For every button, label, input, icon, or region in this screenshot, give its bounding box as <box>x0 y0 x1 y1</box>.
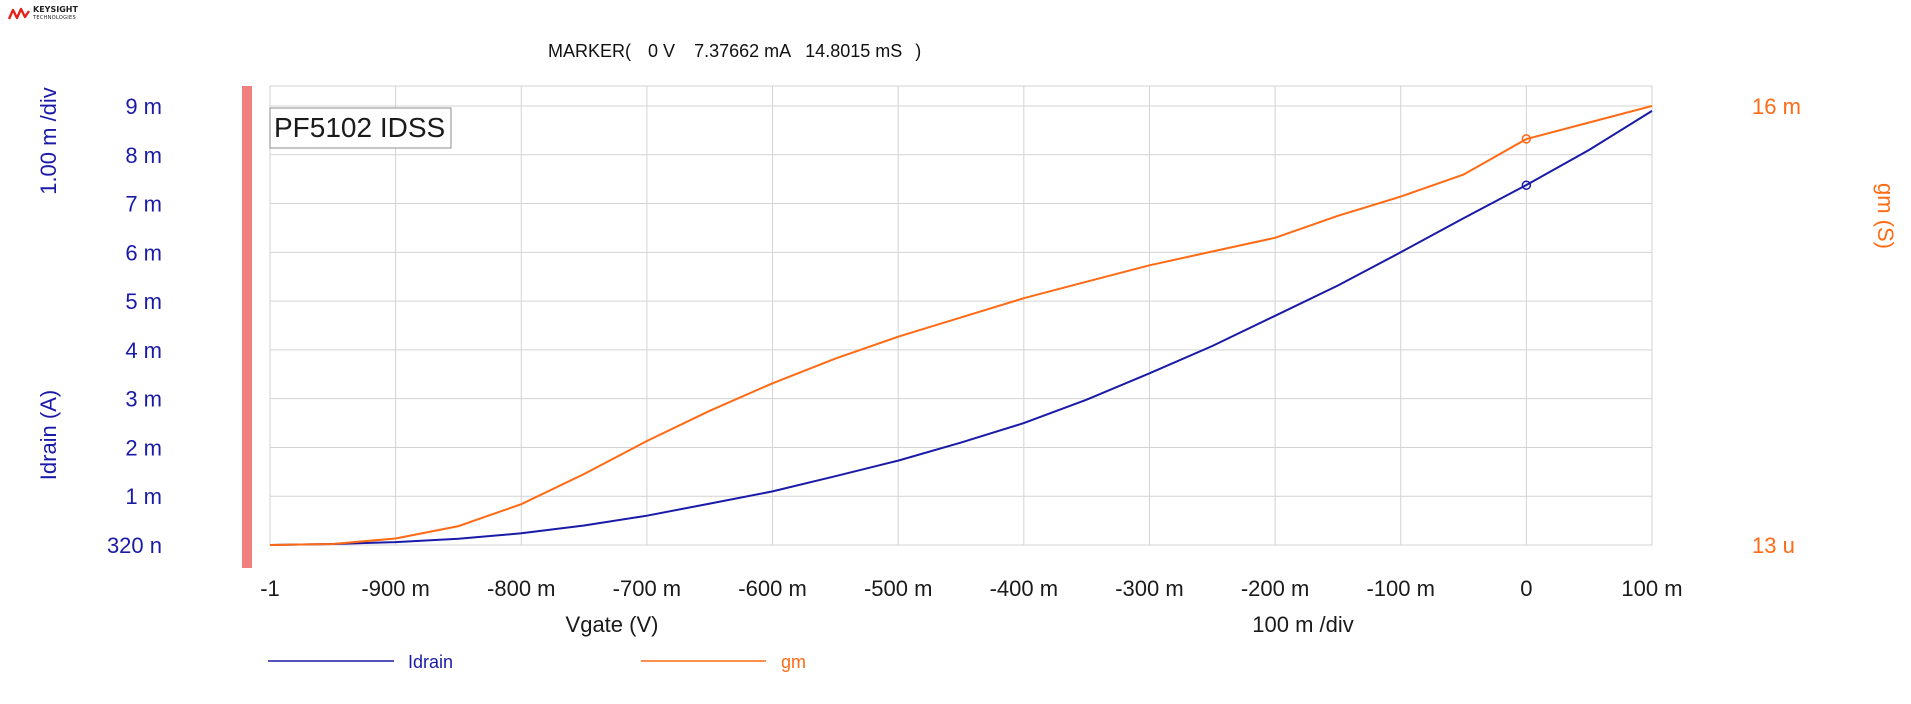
x-tick-label: -500 m <box>864 576 932 601</box>
marker-points <box>1521 134 1532 190</box>
marker-gm-value: 14.8015 mS <box>805 41 902 61</box>
logo-line2: TECHNOLOGIES <box>33 15 76 21</box>
y-tick-label: 6 m <box>125 240 162 265</box>
chart-title: PF5102 IDSS <box>274 112 445 143</box>
x-tick-label: -200 m <box>1241 576 1309 601</box>
right-axis-top-label: 16 m <box>1752 94 1801 119</box>
x-tick-label: -600 m <box>738 576 806 601</box>
y-tick-label: 320 n <box>107 533 162 558</box>
y-tick-labels: 320 n 1 m 2 m 3 m 4 m 5 m 6 m 7 m 8 m 9 m <box>107 94 162 558</box>
y-tick-label: 9 m <box>125 94 162 119</box>
y-tick-label: 8 m <box>125 143 162 168</box>
left-axis-div-label: 1.00 m /div <box>36 87 61 195</box>
y-tick-label: 5 m <box>125 289 162 314</box>
x-tick-label: 0 <box>1520 576 1532 601</box>
legend-idrain-label: Idrain <box>408 652 453 672</box>
right-axis-bottom-label: 13 u <box>1752 533 1795 558</box>
marker-prefix: MARKER( <box>548 41 631 61</box>
grid-lines <box>269 85 1653 546</box>
x-axis-div-label: 100 m /div <box>1252 612 1354 637</box>
marker-readout: MARKER( 0 V 7.37662 mA 14.8015 mS ) <box>548 41 921 61</box>
left-axis-label: Idrain (A) <box>36 390 61 480</box>
keysight-logo: KEYSIGHT TECHNOLOGIES <box>8 6 78 22</box>
traces <box>269 105 1653 546</box>
legend: Idrain gm <box>268 652 806 672</box>
x-tick-labels: -1 -900 m -800 m -700 m -600 m -500 m -400 m -3… <box>260 576 1682 601</box>
x-tick-label: -1 <box>260 576 280 601</box>
series-gm-line <box>269 105 1653 546</box>
y-tick-label: 4 m <box>125 338 162 363</box>
marker-gm-point <box>1521 134 1532 144</box>
x-tick-label: -400 m <box>990 576 1058 601</box>
marker-idrain-value: 7.37662 mA <box>694 41 791 61</box>
right-axis-label: gm (S) <box>1873 183 1898 249</box>
x-tick-label: -800 m <box>487 576 555 601</box>
logo-line1: KEYSIGHT <box>33 5 78 14</box>
y-tick-label: 2 m <box>125 435 162 460</box>
logo-text: KEYSIGHT TECHNOLOGIES <box>33 6 78 22</box>
marker-suffix: ) <box>915 41 921 61</box>
active-trace-bar <box>242 86 252 568</box>
x-tick-label: -300 m <box>1115 576 1183 601</box>
marker-x-value: 0 V <box>648 41 675 61</box>
x-tick-label: 100 m <box>1621 576 1682 601</box>
x-axis-label: Vgate (V) <box>566 612 659 637</box>
series-idrain-line <box>269 110 1653 546</box>
y-tick-label: 1 m <box>125 484 162 509</box>
x-tick-label: -700 m <box>613 576 681 601</box>
x-tick-label: -900 m <box>361 576 429 601</box>
y-tick-label: 3 m <box>125 387 162 412</box>
y-tick-label: 7 m <box>125 192 162 217</box>
legend-gm-label: gm <box>781 652 806 672</box>
chart-title-box <box>269 107 452 149</box>
keysight-logo-icon <box>8 7 30 20</box>
marker-idrain-point <box>1521 180 1532 190</box>
x-tick-label: -100 m <box>1366 576 1434 601</box>
